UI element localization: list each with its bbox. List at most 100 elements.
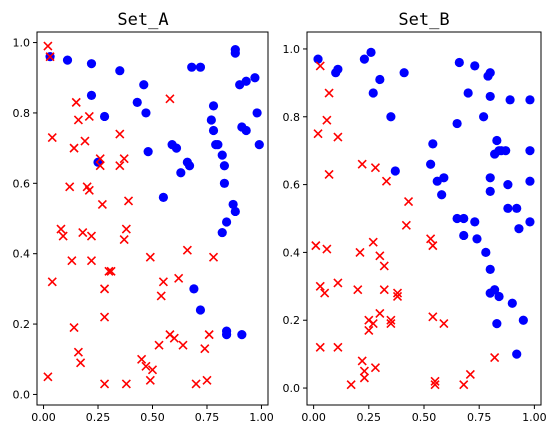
data-point-x [346, 380, 356, 390]
data-point-circle [62, 55, 73, 65]
data-point-x [368, 237, 378, 247]
data-point-circle [333, 64, 343, 74]
data-point-x [324, 169, 334, 179]
data-point-circle [141, 108, 151, 118]
data-point-x [95, 154, 105, 164]
data-point-x [137, 354, 147, 364]
data-point-x [426, 234, 436, 244]
data-point-x [359, 373, 369, 383]
data-point-circle [470, 217, 480, 227]
data-point-x [430, 376, 440, 386]
data-point-circle [206, 115, 216, 125]
data-point-x [156, 291, 166, 301]
data-point-x [379, 261, 389, 271]
data-point-circle [313, 54, 323, 64]
data-point-x [86, 231, 97, 241]
data-point-circle [171, 143, 182, 153]
data-point-circle [221, 330, 232, 340]
x-tick-label: 0.75 [467, 411, 492, 424]
data-point-x [359, 366, 369, 376]
data-point-x [158, 277, 168, 287]
data-point-circle [454, 57, 464, 68]
data-point-circle [254, 140, 264, 150]
data-point-circle [485, 91, 495, 102]
data-point-x [80, 136, 90, 146]
data-point-circle [219, 161, 230, 171]
data-point-circle [525, 176, 535, 186]
data-point-x [311, 241, 321, 251]
data-point-circle [250, 73, 260, 83]
data-point-circle [485, 68, 495, 78]
data-point-x [315, 281, 325, 291]
data-point-circle [386, 112, 396, 122]
data-point-circle [228, 199, 238, 210]
data-point-x [104, 266, 114, 276]
data-point-circle [501, 146, 511, 156]
data-point-x [119, 154, 129, 164]
y-tick-label: 1.0 [283, 43, 301, 56]
axes-frame [36, 31, 269, 406]
data-point-x [182, 245, 192, 255]
data-point-circle [459, 230, 469, 241]
data-point-x [84, 111, 94, 122]
data-point-x [69, 143, 79, 153]
data-point-x [56, 224, 66, 234]
data-point-x [370, 363, 380, 373]
y-tick-label: 0.0 [13, 388, 31, 401]
data-point-circle [219, 178, 230, 188]
data-point-circle [514, 224, 524, 234]
data-point-x [165, 94, 175, 104]
data-point-circle [472, 234, 482, 244]
data-point-x [368, 319, 378, 329]
data-point-circle [437, 190, 447, 200]
data-point-x [45, 52, 55, 62]
data-point-x [439, 319, 449, 329]
data-point-x [202, 375, 212, 385]
data-point-circle [230, 206, 240, 217]
data-point-circle [368, 88, 378, 98]
x-tick-label: 0.50 [140, 411, 165, 424]
data-point-x [73, 347, 83, 357]
data-point-x [375, 251, 385, 261]
data-point-x [324, 88, 334, 98]
data-point-x [313, 129, 323, 139]
data-point-x [43, 372, 53, 382]
data-point-circle [459, 213, 469, 224]
data-point-x [315, 342, 325, 352]
data-point-circle [518, 315, 528, 325]
y-tick-label: 0.2 [13, 318, 31, 331]
y-tick-label: 0.8 [283, 111, 301, 124]
data-point-circle [503, 179, 513, 190]
data-point-x [71, 97, 81, 107]
data-point-x [322, 244, 332, 254]
data-point-circle [485, 173, 495, 183]
chart-set-a: Set_A 0.00 0.25 0.50 0.75 1.00 0.0 0.2 0.4 0.6 0.… [13, 10, 274, 424]
data-point-circle [184, 161, 195, 171]
data-point-circle [375, 74, 385, 85]
data-point-circle [470, 61, 480, 71]
data-point-x [123, 196, 134, 206]
data-point-circle [452, 213, 462, 224]
data-point-x [392, 291, 403, 302]
data-point-x [208, 252, 219, 262]
data-point-x [430, 380, 440, 390]
y-tick-label: 0.4 [13, 248, 31, 261]
data-point-x [364, 325, 374, 335]
data-point-x [95, 161, 105, 171]
data-point-x [121, 224, 131, 234]
data-point-circle [195, 305, 206, 315]
data-point-circle [481, 247, 491, 258]
x-tick-label: 1.00 [249, 411, 274, 424]
data-point-circle [86, 90, 97, 100]
plot-points [43, 41, 264, 389]
data-point-x [357, 356, 367, 366]
data-point-x [381, 176, 392, 186]
data-point-x [320, 288, 330, 298]
data-point-circle [176, 168, 186, 178]
data-point-x [333, 278, 343, 288]
y-tick-label: 0.6 [13, 177, 31, 190]
data-point-x [65, 182, 75, 192]
data-point-x [357, 159, 367, 169]
data-point-circle [359, 54, 369, 64]
data-point-circle [463, 88, 473, 98]
